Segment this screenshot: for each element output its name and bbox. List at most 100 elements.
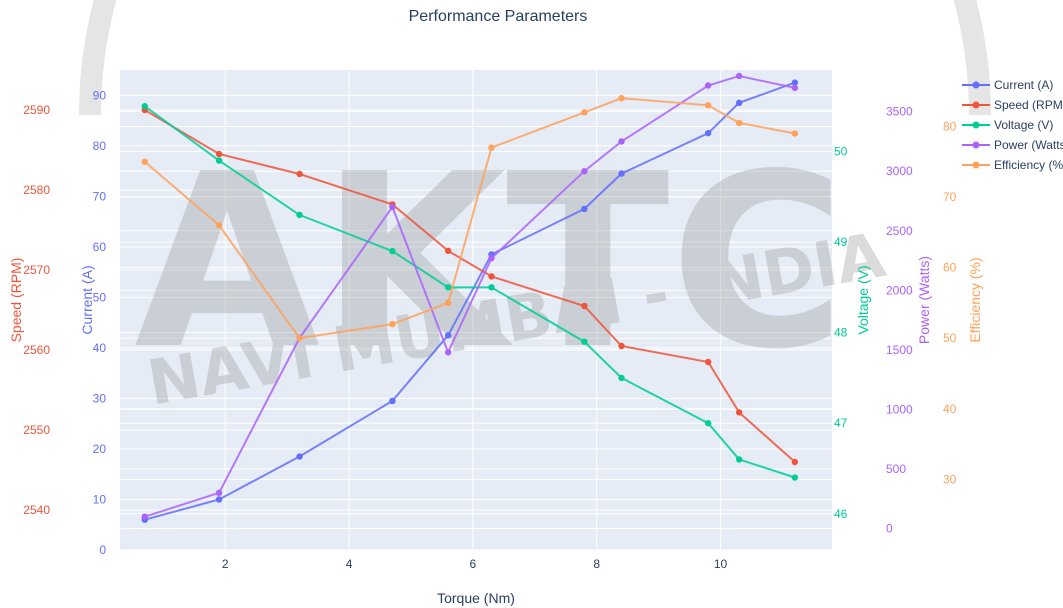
watermark-logo: AKTC NAVI MUMBAI - INDIA (79, 0, 991, 420)
y2-tick-label: 2560 (23, 343, 50, 357)
speed-point (488, 273, 495, 280)
legend-label-voltage: Voltage (V) (994, 118, 1053, 132)
y4-tick-label: 1500 (886, 343, 913, 357)
x-axis-title: Torque (Nm) (437, 590, 515, 606)
current-point (389, 397, 396, 405)
current-point (735, 99, 743, 107)
voltage-point (444, 284, 452, 291)
speed-point (618, 342, 625, 350)
legend-marker-voltage (972, 121, 980, 129)
voltage-point (389, 247, 396, 255)
current-point (444, 332, 452, 339)
y-tick-label: 80 (93, 139, 107, 153)
efficiency-point (704, 102, 712, 109)
chart-title: Performance Parameters (409, 8, 588, 25)
y-tick-label: 60 (93, 240, 107, 254)
y-tick-label: 90 (93, 88, 107, 102)
speed-point (735, 409, 743, 416)
x-tick-label: 8 (593, 557, 600, 571)
y5-tick-label: 50 (943, 331, 957, 345)
x-tick-label: 10 (714, 557, 728, 571)
y-tick-label: 70 (93, 189, 107, 203)
y-tick-label: 40 (93, 341, 107, 355)
legend: Current (A) Speed (RPM) Voltage (V) Power (… (962, 78, 1063, 172)
x-axis-ticks: 2 4 6 8 10 (222, 557, 728, 571)
power-point (215, 489, 223, 497)
y-axes-ticks: 0 10 20 30 40 50 60 70 80 90 2540 2550 2560 2570 2580 2… (23, 88, 956, 557)
y-tick-label: 30 (93, 391, 107, 405)
y5-tick-label: 60 (943, 261, 957, 275)
voltage-point (215, 157, 223, 164)
efficiency-point (791, 130, 799, 137)
legend-label-current: Current (A) (994, 78, 1053, 92)
power-point (444, 349, 452, 356)
speed-point (791, 458, 799, 466)
x-tick-label: 2 (222, 557, 229, 571)
current-point (704, 129, 712, 137)
efficiency-point (581, 109, 588, 116)
voltage-point (581, 338, 588, 345)
y-tick-label: 0 (99, 543, 106, 557)
y4-tick-label: 3500 (886, 105, 913, 119)
legend-marker-power (972, 141, 980, 149)
voltage-point (488, 284, 495, 291)
power-point (735, 72, 743, 80)
legend-marker-efficiency (972, 161, 980, 169)
x-tick-label: 4 (346, 557, 353, 571)
y4-tick-label: 2500 (886, 224, 913, 238)
y4-tick-label: 500 (886, 462, 906, 476)
voltage-point (704, 420, 712, 427)
y2-tick-label: 2580 (23, 183, 50, 197)
efficiency-point (389, 320, 396, 328)
speed-point (581, 302, 588, 310)
power-point (581, 168, 588, 175)
y4-tick-label: 1000 (886, 402, 913, 416)
speed-point (296, 170, 303, 178)
efficiency-point (488, 144, 495, 151)
speed-point (215, 150, 223, 158)
current-point (791, 79, 799, 86)
power-point (618, 138, 625, 145)
legend-marker-current (972, 81, 980, 89)
current-point (215, 496, 223, 503)
y2-tick-label: 2570 (23, 263, 50, 277)
speed-point (704, 358, 712, 366)
power-point (141, 513, 148, 520)
y3-tick-label: 49 (834, 235, 848, 249)
y-tick-label: 20 (93, 442, 107, 456)
voltage-point (296, 211, 303, 219)
speed-point (444, 247, 452, 254)
y5-tick-label: 70 (943, 190, 957, 204)
y2-tick-label: 2540 (23, 503, 50, 517)
series-layer (141, 72, 799, 523)
plot-area (120, 70, 832, 550)
efficiency-point (444, 299, 452, 307)
efficiency-point (296, 335, 303, 342)
power-point (704, 82, 712, 89)
y4-tick-label: 0 (886, 522, 893, 536)
voltage-point (141, 103, 148, 110)
grid-lines (120, 70, 832, 551)
legend-label-power: Power (Watts) (994, 138, 1063, 152)
current-point (581, 205, 588, 213)
efficiency-point (618, 95, 625, 102)
efficiency-point (215, 222, 223, 229)
y5-tick-label: 40 (943, 402, 957, 416)
y-tick-label: 50 (93, 290, 107, 304)
y-tick-label: 10 (93, 492, 107, 506)
x-tick-label: 6 (470, 557, 477, 571)
current-point (618, 170, 625, 177)
voltage-axis-title: Voltage (V) (855, 265, 871, 334)
speed-axis-title: Speed (RPM) (8, 258, 24, 343)
y5-tick-label: 30 (943, 472, 957, 486)
voltage-point (791, 474, 799, 481)
power-point (389, 203, 396, 211)
y3-tick-label: 50 (834, 145, 848, 159)
efficiency-axis-title: Efficiency (%) (967, 257, 983, 342)
y5-tick-label: 80 (943, 119, 957, 133)
y4-tick-label: 2000 (886, 283, 913, 297)
voltage-point (618, 374, 625, 382)
legend-marker-speed (972, 101, 980, 109)
legend-label-efficiency: Efficiency (%) (994, 158, 1063, 172)
